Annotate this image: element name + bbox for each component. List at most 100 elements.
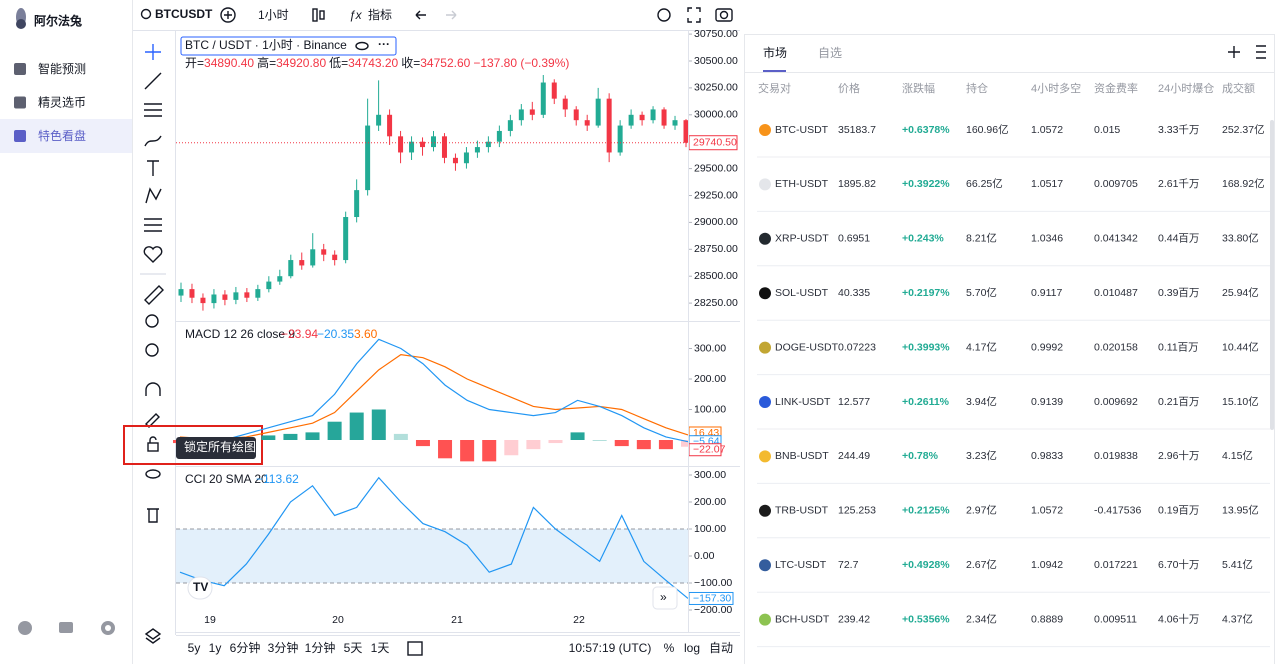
candle-body xyxy=(606,98,612,153)
fullscreen[interactable] xyxy=(687,7,701,23)
text-tool[interactable] xyxy=(147,160,159,176)
tab[interactable]: 自选 xyxy=(818,46,842,60)
nav-icon[interactable] xyxy=(14,130,26,142)
cell: 6.70十万 xyxy=(1158,558,1199,571)
range-button[interactable]: 5天 xyxy=(344,641,363,655)
candle-body xyxy=(617,125,623,153)
cci-tick-label: 200.00 xyxy=(694,496,726,508)
ohlc-value: 34890.40 xyxy=(204,56,254,70)
macd-histogram xyxy=(614,440,629,447)
brush-tool[interactable] xyxy=(144,135,162,147)
cell[interactable]: DOGE-USDT xyxy=(775,341,839,353)
screenshot[interactable] xyxy=(715,8,733,22)
scroll-right-icon[interactable]: » xyxy=(660,590,667,604)
undo[interactable] xyxy=(415,10,426,20)
scroll-right[interactable] xyxy=(652,586,678,610)
coin-icon xyxy=(759,232,771,245)
settings[interactable] xyxy=(657,8,671,22)
cell: 4.17亿 xyxy=(966,340,997,353)
cell[interactable]: TRB-USDT xyxy=(775,505,829,517)
ruler-tool[interactable] xyxy=(144,285,164,305)
nav-item[interactable]: 精灵选币 xyxy=(38,96,86,110)
legend-buttons[interactable]: ··· xyxy=(355,37,390,51)
candle-body xyxy=(222,294,228,300)
footer-icons xyxy=(18,621,115,635)
range-button[interactable]: 3分钟 xyxy=(268,640,299,655)
cell: 0.015 xyxy=(1094,124,1120,136)
add-symbol[interactable] xyxy=(220,7,236,23)
auto-toggle[interactable]: 自动 xyxy=(709,641,733,655)
range-button[interactable]: 5y xyxy=(188,641,201,655)
cell[interactable]: XRP-USDT xyxy=(775,233,829,245)
cell: 33.80亿 xyxy=(1222,232,1259,245)
candle-body xyxy=(507,120,513,131)
trendline-tool[interactable] xyxy=(144,72,162,90)
cell[interactable]: LINK-USDT xyxy=(775,396,831,408)
time-label: 19 xyxy=(204,614,216,626)
fib-tool[interactable] xyxy=(144,103,162,117)
signal-line xyxy=(179,353,689,440)
macd-histogram xyxy=(570,432,585,440)
pattern-tool[interactable] xyxy=(145,187,162,204)
chart-style[interactable] xyxy=(312,8,325,22)
symbol[interactable]: BTCUSDT xyxy=(155,7,213,21)
price-tick-label: 28750.00 xyxy=(694,243,738,255)
cell[interactable]: ETH-USDT xyxy=(775,178,829,190)
crosshair-tool[interactable] xyxy=(145,44,161,60)
nav-icon[interactable] xyxy=(14,96,26,109)
search-icon[interactable] xyxy=(140,8,152,20)
candle-body xyxy=(639,114,645,121)
cell: 0.11百万 xyxy=(1158,341,1199,353)
cell[interactable]: LTC-USDT xyxy=(775,559,827,571)
cell[interactable]: BCH-USDT xyxy=(775,613,830,625)
favorite-tool[interactable] xyxy=(143,246,163,263)
menu-button[interactable] xyxy=(1256,45,1266,59)
magnet-tool[interactable] xyxy=(145,382,161,396)
price-change: −137.80 (−0.39%) xyxy=(473,56,569,70)
cci-tick-label: 0.00 xyxy=(694,550,715,562)
indicators[interactable]: 指标 xyxy=(368,7,392,22)
svg-text:···: ··· xyxy=(378,37,390,51)
delete-tool[interactable] xyxy=(147,508,159,523)
macd-histogram xyxy=(393,433,408,440)
range-button[interactable]: 1天 xyxy=(371,641,390,655)
candle-body xyxy=(463,152,469,164)
goto-date[interactable] xyxy=(407,641,423,656)
prediction-tool[interactable] xyxy=(144,218,162,232)
zoom-in[interactable] xyxy=(145,314,159,328)
nav-item[interactable]: 智能预测 xyxy=(38,61,86,76)
clock: 10:57:19 (UTC) xyxy=(569,641,652,655)
interval[interactable]: 1小时 xyxy=(258,8,289,22)
candle-body xyxy=(244,292,250,298)
cell[interactable]: BNB-USDT xyxy=(775,450,829,462)
tab[interactable]: 市场 xyxy=(763,45,787,60)
column-header: 涨跌幅 xyxy=(902,81,935,95)
object-tree[interactable] xyxy=(144,628,162,644)
time-label: 20 xyxy=(332,614,344,626)
macd-histogram xyxy=(349,412,364,440)
ohlc-label: 开= xyxy=(185,56,204,70)
lock-tool[interactable] xyxy=(147,442,159,452)
cell[interactable]: SOL-USDT xyxy=(775,287,829,299)
cell: 0.009692 xyxy=(1094,396,1138,408)
cell: 12.577 xyxy=(838,396,870,408)
cell: +0.4928% xyxy=(902,559,950,571)
nav-item[interactable]: 特色看盘 xyxy=(38,128,86,143)
chart: 30750.0030500.0030250.0030000.0029750.00… xyxy=(173,28,738,626)
add-button[interactable] xyxy=(1228,46,1240,58)
log-toggle[interactable]: log xyxy=(684,641,700,655)
percent-toggle[interactable]: % xyxy=(664,641,675,655)
zoom-out[interactable] xyxy=(145,343,159,357)
range-button[interactable]: 1y xyxy=(209,641,222,655)
macd-histogram xyxy=(415,440,430,447)
range-button[interactable]: 1分钟 xyxy=(305,640,336,655)
candle-body xyxy=(277,276,283,282)
fx-icon[interactable]: ƒx xyxy=(349,8,363,22)
range-button[interactable]: 6分钟 xyxy=(230,640,261,655)
cell[interactable]: BTC-USDT xyxy=(775,124,829,136)
cell: 1895.82 xyxy=(838,178,876,190)
nav-icon[interactable] xyxy=(14,63,26,75)
legend-box[interactable] xyxy=(180,36,397,56)
hide-tool[interactable] xyxy=(145,469,161,479)
